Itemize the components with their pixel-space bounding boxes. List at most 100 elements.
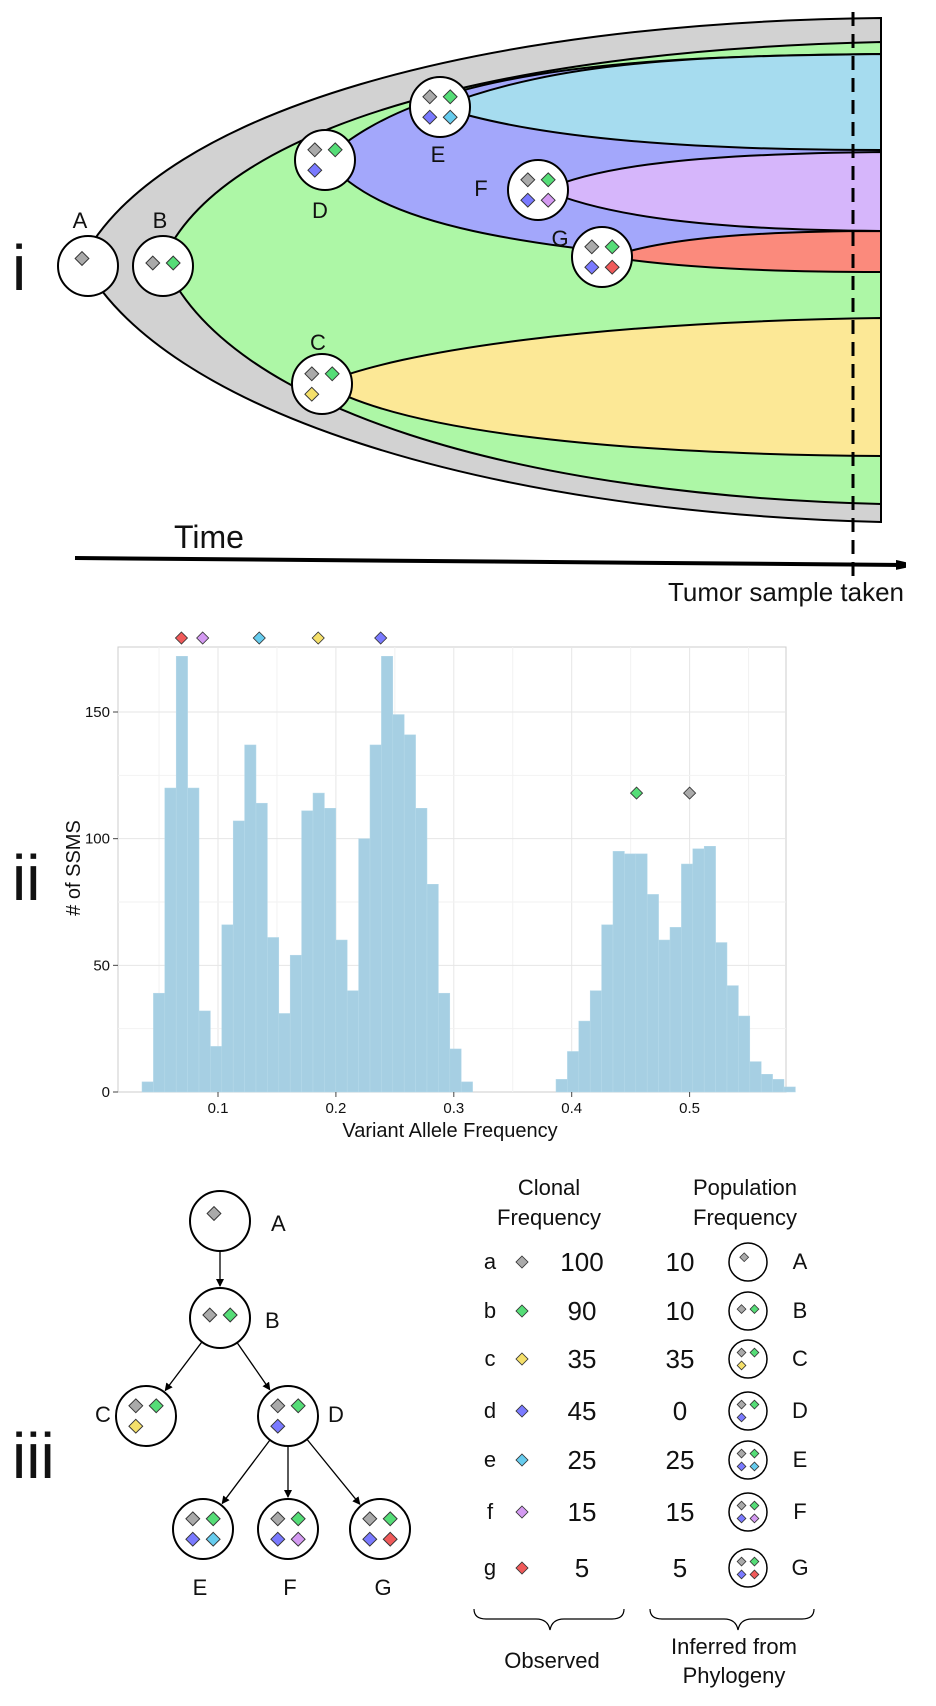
footer-inferred-2: Phylogeny — [683, 1663, 786, 1688]
histogram-bar — [612, 851, 625, 1093]
mutation-f-icon — [290, 1531, 306, 1547]
mutation-a-icon — [520, 172, 536, 188]
mutation-b-icon — [515, 1304, 529, 1318]
mutation-a-icon — [739, 1252, 750, 1263]
mutation-b-icon — [442, 89, 458, 105]
tree-edge — [236, 1342, 271, 1391]
histogram-bar — [210, 1046, 223, 1093]
histogram-bar — [426, 884, 439, 1093]
mutation-letter: a — [484, 1249, 497, 1274]
mutation-b-icon — [148, 1398, 164, 1414]
histogram-bar — [635, 853, 648, 1093]
histogram-bar — [369, 744, 382, 1093]
clone-circle — [291, 353, 353, 415]
mutation-b-icon — [749, 1500, 760, 1511]
mutation-letter: d — [484, 1398, 496, 1423]
population-frequency: 35 — [666, 1344, 695, 1374]
mutation-letter: c — [485, 1346, 496, 1371]
mutation-d-icon — [270, 1418, 286, 1434]
tree-edge — [306, 1438, 361, 1505]
histogram-bar — [646, 894, 659, 1093]
mutation-c-icon — [128, 1418, 144, 1434]
mutation-c-icon — [304, 386, 320, 402]
clonal-frequency: 100 — [560, 1247, 603, 1277]
clonal-frequency: 15 — [568, 1497, 597, 1527]
histogram-bar — [403, 734, 416, 1093]
histogram-bar — [589, 990, 602, 1093]
clone-f-label: F — [474, 176, 487, 201]
brace-inferred — [649, 1608, 815, 1631]
mutation-letter: b — [484, 1298, 496, 1323]
mutation-a-icon — [185, 1511, 201, 1527]
marker-g-icon — [174, 631, 189, 645]
mutation-a-icon — [736, 1448, 747, 1459]
x-tick-label: 0.2 — [325, 1100, 346, 1117]
mutation-e-icon — [442, 109, 458, 125]
clone-circle — [172, 1498, 234, 1560]
marker-c-icon — [311, 631, 325, 645]
tree-node-a — [189, 1190, 251, 1252]
population-clone-e — [728, 1440, 768, 1480]
mutation-b-icon — [749, 1399, 760, 1410]
x-axis-label: Variant Allele Frequency — [342, 1120, 557, 1142]
mutation-a-icon — [206, 1205, 222, 1222]
mutation-letter: g — [484, 1555, 496, 1580]
brace-observed — [473, 1608, 625, 1631]
histogram-bar — [244, 744, 257, 1093]
mutation-d-icon — [736, 1569, 747, 1580]
frequency-row: c 35 35 C — [485, 1339, 808, 1379]
mutation-d-icon — [307, 162, 323, 178]
histogram-bar — [301, 810, 314, 1093]
histogram-bar — [346, 990, 359, 1093]
frequency-row: e 25 25 E — [484, 1440, 808, 1480]
panel-label-iii: iii — [12, 1420, 55, 1492]
marker-a-icon — [683, 786, 697, 800]
population-clone-label: C — [792, 1346, 808, 1371]
mutation-letter: f — [487, 1499, 494, 1524]
mutation-b-icon — [749, 1304, 760, 1315]
tree-node-b — [189, 1287, 251, 1349]
histogram-bar — [460, 1081, 473, 1093]
clone-circle — [257, 1385, 319, 1447]
histogram-bar — [175, 656, 188, 1093]
mutation-a-icon — [422, 89, 438, 105]
mutation-a-icon — [202, 1307, 218, 1323]
mutation-letter: e — [484, 1447, 496, 1472]
mutation-b-icon — [290, 1511, 306, 1527]
population-clone-label: E — [793, 1447, 808, 1472]
clone-g-label: G — [551, 226, 568, 251]
mutation-b-icon — [290, 1398, 306, 1414]
mutation-g-icon — [749, 1569, 760, 1580]
population-clone-label: F — [793, 1499, 806, 1524]
histogram-bar — [164, 787, 177, 1093]
population-frequency: 5 — [673, 1553, 687, 1583]
x-tick-label: 0.3 — [443, 1100, 464, 1117]
clone-circle — [728, 1242, 768, 1282]
clone-c-node — [291, 353, 353, 415]
population-clone-label: D — [792, 1398, 808, 1423]
clone-circle — [728, 1339, 768, 1379]
population-frequency: 10 — [666, 1247, 695, 1277]
marker-f-icon — [196, 631, 210, 645]
population-clone-label: G — [791, 1555, 808, 1580]
mutation-b-icon — [382, 1511, 398, 1527]
mutation-e-icon — [515, 1453, 529, 1467]
clone-c-label: C — [310, 330, 326, 355]
clone-circle — [257, 1498, 319, 1560]
histogram-bar — [681, 863, 694, 1093]
histogram-bar — [187, 787, 200, 1093]
population-clone-label: B — [793, 1298, 808, 1323]
histogram-bar — [658, 939, 671, 1093]
histogram-bar — [267, 937, 280, 1093]
clone-b-node — [132, 235, 194, 297]
tree-label-e: E — [193, 1575, 208, 1600]
histogram-bar — [415, 808, 428, 1093]
frequency-row: f 15 15 F — [487, 1492, 807, 1532]
x-tick-label: 0.1 — [208, 1100, 229, 1117]
histogram-bar — [289, 954, 302, 1093]
histogram-bar — [669, 927, 682, 1093]
mutation-f-icon — [749, 1513, 760, 1524]
clone-circle — [349, 1498, 411, 1560]
mutation-g-icon — [604, 259, 620, 275]
time-arrow — [74, 556, 905, 565]
